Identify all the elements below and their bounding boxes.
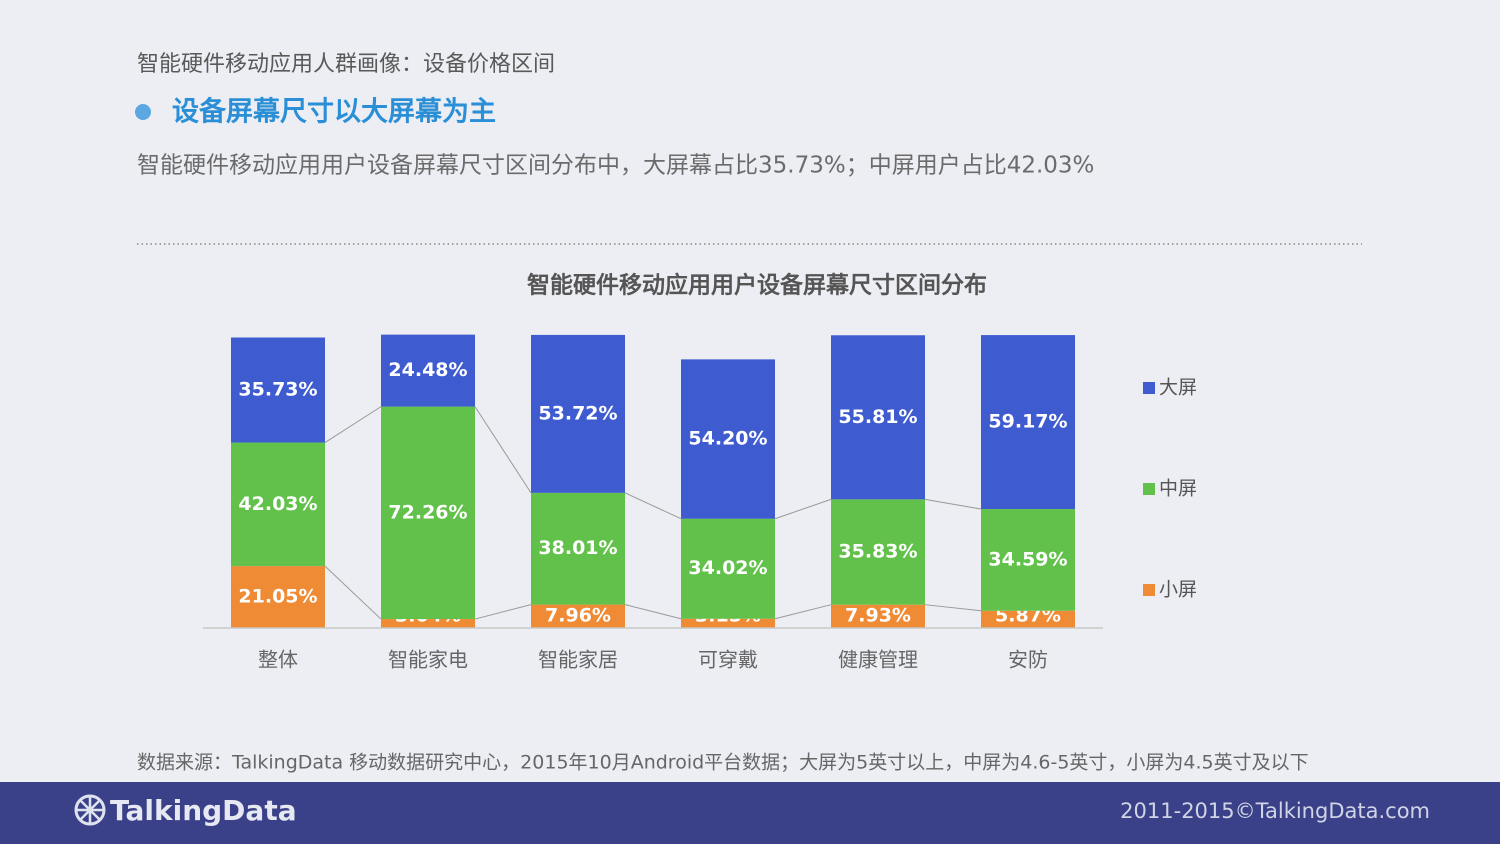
bar-segment — [531, 492, 625, 605]
bar-segment — [981, 335, 1075, 510]
value-label: 34.02% — [688, 557, 767, 579]
bar-segment — [231, 442, 325, 567]
value-label: 35.73% — [238, 379, 317, 401]
value-label: 55.81% — [838, 406, 917, 428]
connector — [774, 498, 832, 520]
page-title: 智能硬件移动应用人群画像：设备价格区间 — [137, 52, 555, 77]
value-label: 53.72% — [538, 402, 617, 424]
bar-segment — [831, 499, 925, 605]
connector — [924, 498, 982, 510]
x-tick-label: 整体 — [258, 648, 298, 672]
bar-segment — [831, 335, 925, 500]
chart-title: 智能硬件移动应用用户设备屏幕尺寸区间分布 — [527, 272, 987, 299]
value-label: 54.20% — [688, 428, 767, 450]
logo-text: TalkingData — [110, 794, 297, 827]
bar-segment — [231, 566, 325, 628]
footer-bar — [0, 782, 1500, 844]
value-label: 72.26% — [388, 501, 467, 523]
x-tick-label: 智能家电 — [388, 648, 468, 672]
legend-label: 小屏 — [1159, 579, 1197, 601]
bar-segment — [231, 337, 325, 443]
connector — [624, 492, 682, 520]
bar-segment — [681, 518, 775, 619]
value-label: 7.93% — [845, 605, 911, 627]
connector — [774, 604, 832, 620]
x-tick-label: 安防 — [1008, 648, 1048, 672]
bar-segment — [981, 509, 1075, 611]
bar-segment — [381, 406, 475, 620]
x-tick-label: 可穿戴 — [698, 648, 758, 672]
copyright: 2011-2015©TalkingData.com — [1120, 799, 1430, 823]
heading: 设备屏幕尺寸以大屏幕为主 — [172, 97, 496, 128]
bar-segment — [531, 604, 625, 628]
legend-label: 大屏 — [1159, 377, 1197, 399]
bar-segment — [381, 334, 475, 407]
connector — [474, 406, 532, 494]
value-label: 21.05% — [238, 586, 317, 608]
subtitle: 智能硬件移动应用用户设备屏幕尺寸区间分布中，大屏幕占比35.73%；中屏用户占比… — [137, 153, 1094, 179]
logo-icon — [74, 794, 106, 826]
value-label: 34.59% — [988, 548, 1067, 570]
legend-swatch — [1143, 584, 1155, 596]
bar-segment — [681, 359, 775, 519]
bar-segment — [831, 604, 925, 628]
bullet — [135, 104, 151, 120]
plot: 21.05%42.03%35.73%整体3.04%72.26%24.48%智能家… — [203, 334, 1197, 672]
bar-segment — [981, 610, 1075, 628]
value-label: 42.03% — [238, 493, 317, 515]
x-tick-label: 健康管理 — [838, 648, 918, 672]
connector — [924, 604, 982, 612]
connector — [624, 604, 682, 620]
legend-swatch — [1143, 483, 1155, 495]
connector — [324, 406, 382, 443]
x-tick-label: 智能家居 — [538, 648, 618, 672]
bar-segment — [531, 334, 625, 493]
value-label: 59.17% — [988, 411, 1067, 433]
bar-segment — [681, 618, 775, 628]
value-label: 7.96% — [545, 605, 611, 627]
value-label: 24.48% — [388, 359, 467, 381]
legend-swatch — [1143, 382, 1155, 394]
connector — [324, 565, 382, 620]
connector — [474, 604, 532, 620]
value-label: 38.01% — [538, 537, 617, 559]
value-label: 35.83% — [838, 541, 917, 563]
bar-segment — [381, 619, 475, 628]
source: 数据来源：TalkingData 移动数据研究中心，2015年10月Androi… — [137, 752, 1309, 774]
legend-label: 中屏 — [1159, 478, 1197, 500]
